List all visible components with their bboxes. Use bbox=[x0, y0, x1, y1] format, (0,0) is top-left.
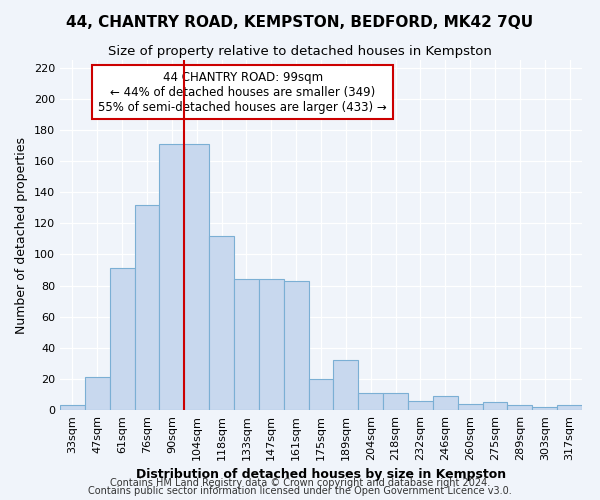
Bar bbox=[508, 406, 532, 410]
Bar bbox=[532, 407, 557, 410]
Bar bbox=[234, 280, 259, 410]
Bar bbox=[482, 402, 508, 410]
Text: 44, CHANTRY ROAD, KEMPSTON, BEDFORD, MK42 7QU: 44, CHANTRY ROAD, KEMPSTON, BEDFORD, MK4… bbox=[67, 15, 533, 30]
Bar bbox=[184, 144, 209, 410]
Bar bbox=[308, 379, 334, 410]
Y-axis label: Number of detached properties: Number of detached properties bbox=[16, 136, 28, 334]
Text: Contains HM Land Registry data © Crown copyright and database right 2024.: Contains HM Land Registry data © Crown c… bbox=[110, 478, 490, 488]
Bar bbox=[134, 204, 160, 410]
Text: 44 CHANTRY ROAD: 99sqm
← 44% of detached houses are smaller (349)
55% of semi-de: 44 CHANTRY ROAD: 99sqm ← 44% of detached… bbox=[98, 70, 387, 114]
Bar bbox=[209, 236, 234, 410]
Text: Size of property relative to detached houses in Kempston: Size of property relative to detached ho… bbox=[108, 45, 492, 58]
X-axis label: Distribution of detached houses by size in Kempston: Distribution of detached houses by size … bbox=[136, 468, 506, 481]
Bar bbox=[160, 144, 184, 410]
Bar bbox=[433, 396, 458, 410]
Bar bbox=[284, 281, 308, 410]
Bar bbox=[85, 378, 110, 410]
Bar bbox=[259, 280, 284, 410]
Bar bbox=[60, 406, 85, 410]
Bar bbox=[458, 404, 482, 410]
Text: Contains public sector information licensed under the Open Government Licence v3: Contains public sector information licen… bbox=[88, 486, 512, 496]
Bar bbox=[334, 360, 358, 410]
Bar bbox=[110, 268, 134, 410]
Bar bbox=[408, 400, 433, 410]
Bar bbox=[557, 406, 582, 410]
Bar bbox=[358, 393, 383, 410]
Bar bbox=[383, 393, 408, 410]
